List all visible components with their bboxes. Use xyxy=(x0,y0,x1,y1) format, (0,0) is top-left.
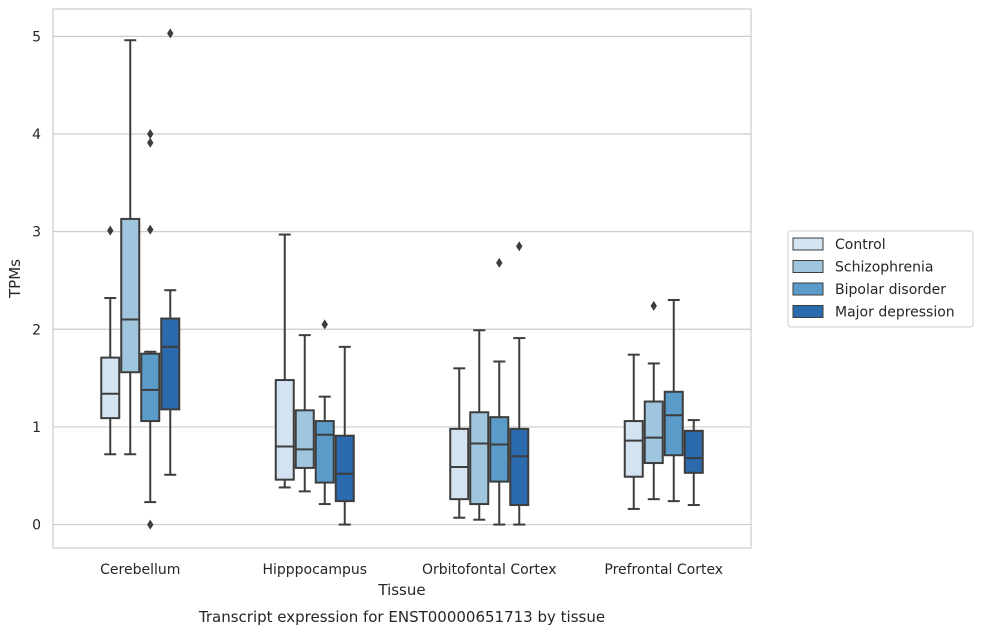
legend-label: Schizophrenia xyxy=(835,260,933,276)
legend-swatch xyxy=(792,260,824,273)
y-tick-label: 5 xyxy=(32,29,41,45)
box-bipolar-disorder xyxy=(140,128,161,530)
box-iqr xyxy=(294,409,315,469)
box-plot-marks xyxy=(100,28,704,530)
legend-frame xyxy=(787,230,974,328)
box-iqr xyxy=(489,416,510,483)
box-control xyxy=(449,367,470,519)
box-bipolar-disorder xyxy=(314,319,335,506)
box-schizophrenia xyxy=(469,329,490,521)
box-bipolar-disorder xyxy=(489,257,510,526)
outlier-point xyxy=(107,225,114,236)
box-iqr xyxy=(100,356,121,420)
box-control xyxy=(623,353,644,510)
outlier-point xyxy=(147,519,154,530)
box-major-depression xyxy=(160,28,181,476)
box-iqr xyxy=(663,390,684,457)
legend-label: Bipolar disorder xyxy=(835,282,946,298)
x-tick-label: Prefrontal Cortex xyxy=(604,562,723,578)
outlier-point xyxy=(147,224,154,235)
outlier-point xyxy=(650,300,657,311)
box-schizophrenia xyxy=(120,39,141,456)
legend-label: Major depression xyxy=(835,305,955,321)
box-major-depression xyxy=(334,345,355,526)
box-schizophrenia xyxy=(643,300,664,501)
x-tick-label: Cerebellum xyxy=(100,562,180,578)
legend-swatch xyxy=(792,282,824,296)
outlier-point xyxy=(167,28,174,39)
x-tick-label: Orbitofontal Cortex xyxy=(422,562,557,578)
x-axis-label: Tissue xyxy=(377,581,425,599)
box-control xyxy=(274,233,295,489)
x-tick-label: Hipppocampus xyxy=(262,562,367,578)
box-bipolar-disorder xyxy=(663,298,684,503)
box-iqr xyxy=(449,427,470,501)
box-iqr xyxy=(274,379,295,481)
y-axis-label: TPMs xyxy=(6,259,24,299)
legend-label: Control xyxy=(835,237,886,253)
box-iqr xyxy=(140,352,161,423)
y-tick-label: 4 xyxy=(32,127,41,143)
outlier-point xyxy=(147,128,154,139)
box-iqr xyxy=(683,429,704,474)
outlier-point xyxy=(147,137,154,148)
x-axis-ticks: Cerebellum Hipppocampus Orbitofontal Corte… xyxy=(100,562,723,578)
box-iqr xyxy=(120,217,141,374)
plot-frame xyxy=(52,8,752,549)
legend-swatch xyxy=(792,305,824,318)
box-iqr xyxy=(334,434,355,503)
box-control xyxy=(100,225,121,456)
y-tick-label: 1 xyxy=(32,420,41,436)
legend: Control Schizophrenia Bipolar disorder Majo… xyxy=(787,230,974,328)
box-major-depression xyxy=(509,241,530,526)
box-iqr xyxy=(314,420,335,484)
y-tick-label: 2 xyxy=(32,322,41,338)
legend-swatch xyxy=(792,237,824,251)
box-iqr xyxy=(643,400,664,465)
box-iqr xyxy=(160,317,181,411)
box-iqr xyxy=(509,427,530,507)
outlier-point xyxy=(496,257,503,268)
box-iqr xyxy=(469,411,490,506)
outlier-point xyxy=(321,319,328,330)
y-tick-label: 0 xyxy=(32,518,41,534)
outlier-point xyxy=(516,241,523,252)
chart-caption: Transcript expression for ENST0000065171… xyxy=(198,608,605,626)
box-iqr xyxy=(623,420,644,478)
box-major-depression xyxy=(683,419,704,507)
box-schizophrenia xyxy=(294,334,315,493)
y-axis-ticks: 0 1 2 3 4 5 xyxy=(32,29,41,533)
y-tick-label: 3 xyxy=(32,225,41,241)
